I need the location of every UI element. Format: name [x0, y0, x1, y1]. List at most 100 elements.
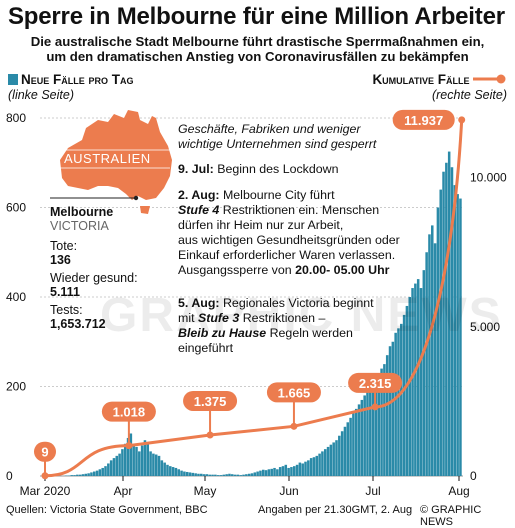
bar [392, 342, 395, 476]
aug2-line6: Ausgangssperre von [178, 263, 295, 277]
bar [310, 458, 313, 476]
bar [273, 468, 276, 476]
aug2-line2: Restriktionen ein. Menschen [219, 203, 379, 217]
bar [285, 465, 288, 476]
bar [82, 474, 85, 476]
bar [206, 474, 209, 476]
bar [428, 234, 431, 476]
bar [220, 475, 223, 476]
recovered-label: Wieder gesund: [50, 271, 138, 285]
bar [223, 475, 226, 476]
bar [194, 473, 197, 476]
tote-label: Tote: [50, 239, 138, 253]
bar [256, 472, 259, 476]
bar [332, 442, 335, 476]
bar [228, 474, 231, 476]
bar [130, 433, 133, 476]
bar [254, 472, 257, 476]
bar [76, 475, 79, 476]
bar [70, 475, 73, 476]
bar [287, 468, 290, 476]
bar [372, 382, 375, 476]
bar [107, 463, 110, 476]
bar [211, 475, 214, 476]
x-tick-label: Jul [365, 484, 380, 498]
bar [358, 404, 361, 476]
bar [93, 472, 96, 476]
aug2-curfew-hours: 20.00- 05.00 Uhr [295, 263, 389, 277]
bar [177, 469, 180, 476]
bar [276, 469, 279, 476]
bar [200, 474, 203, 476]
bar [79, 475, 82, 476]
bar [369, 387, 372, 477]
bar [192, 473, 195, 476]
bar [282, 466, 285, 476]
bar [262, 470, 265, 476]
bar [389, 346, 392, 476]
city-name: Melbourne [50, 205, 113, 219]
left-tick-label: 200 [6, 380, 26, 394]
tasmania-map-icon [140, 206, 150, 214]
callout-value-label: 9 [41, 445, 48, 460]
footer-credit: © GRAPHIC NEWS [420, 504, 515, 528]
bar [189, 472, 192, 476]
bar [352, 413, 355, 476]
bar [141, 446, 144, 476]
bar [208, 475, 211, 476]
x-tick-label: Jun [279, 484, 298, 498]
bar [132, 445, 135, 476]
bar [110, 460, 113, 476]
bar [394, 333, 397, 476]
annotation-aug2: 2. Aug: Melbourne City führt Stufe 4 Res… [178, 188, 400, 278]
bar [87, 473, 90, 476]
bar [163, 463, 166, 476]
bar [344, 427, 347, 476]
bar [296, 465, 299, 476]
x-tick-label: Aug [448, 484, 469, 498]
aug2-line5: Einkauf erforderlicher Waren verlassen. [178, 248, 400, 263]
info-city: Melbourne VICTORIA [50, 205, 113, 233]
bar [251, 473, 254, 476]
bar [172, 467, 175, 476]
bar [259, 471, 262, 476]
melbourne-dot-icon [134, 196, 138, 200]
bar [299, 463, 302, 476]
bar [175, 468, 178, 476]
bar [270, 469, 273, 476]
bar [155, 455, 158, 476]
bar [355, 409, 358, 476]
bar [400, 324, 403, 476]
bar [169, 466, 172, 476]
bar [149, 451, 152, 476]
bar [214, 475, 217, 476]
bar [234, 475, 237, 476]
footer-source: Quellen: Victoria State Government, BBC [6, 504, 208, 516]
right-tick-label: 0 [470, 469, 477, 483]
annotation-jul9: 9. Jul: Beginn des Lockdown [178, 162, 339, 177]
bar [96, 471, 99, 476]
bar [245, 474, 248, 476]
bar [347, 422, 350, 476]
bar [231, 474, 234, 476]
cumulative-point [458, 116, 465, 123]
watermark: GRAPHIC NEWS [100, 288, 503, 343]
bar [301, 463, 304, 476]
callout-value-label: 11.937 [404, 113, 443, 128]
bar [124, 444, 127, 476]
annotation-businesses-line2: wichtige Unternehmen sind gesperrt [178, 137, 376, 151]
tote-value: 136 [50, 253, 138, 267]
aug2-line1: Melbourne City führt [220, 188, 335, 202]
bar [203, 474, 206, 476]
aug2-line3: dürfen ihr Heim nur zur Arbeit, [178, 218, 400, 233]
bar [166, 465, 169, 476]
annotation-businesses-line1: Geschäfte, Fabriken und weniger [178, 122, 361, 136]
x-tick-label: Mar 2020 [20, 484, 71, 498]
bar [186, 472, 189, 476]
aug5-line4: eingeführt [178, 341, 374, 356]
bar [73, 475, 76, 476]
left-tick-label: 800 [6, 111, 26, 125]
bar [330, 445, 333, 476]
bar [144, 440, 147, 476]
bar [307, 460, 310, 476]
